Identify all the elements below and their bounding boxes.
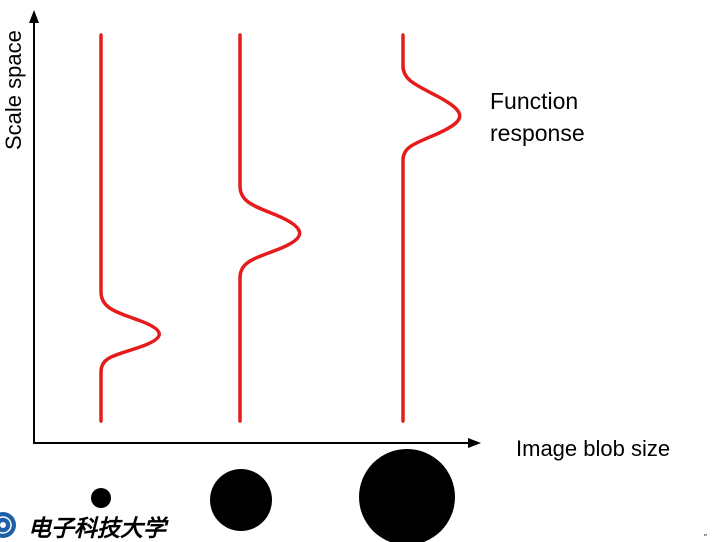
corner-mark: ″: [704, 533, 707, 542]
y-axis-label: Scale space: [1, 30, 26, 150]
university-emblem-icon: [0, 512, 16, 538]
response-curves: [99, 33, 462, 423]
y-axis: [29, 10, 39, 444]
small-blob-response: [99, 33, 161, 423]
function-response-label-line1: Function: [490, 88, 578, 114]
university-name: 电子科技大学: [28, 515, 169, 541]
medium-blob-response: [238, 33, 302, 423]
medium-blob: [210, 469, 272, 531]
x-axis-label: Image blob size: [516, 436, 670, 461]
y-axis-arrowhead: [29, 10, 39, 23]
large-blob-response: [401, 33, 462, 423]
function-response-label-line2: response: [490, 120, 585, 146]
image-blobs: [91, 449, 455, 542]
x-axis: [33, 438, 481, 448]
small-blob: [91, 488, 111, 508]
large-blob: [359, 449, 455, 542]
university-logo: 电子科技大学: [0, 512, 169, 541]
x-axis-arrowhead: [468, 438, 481, 448]
